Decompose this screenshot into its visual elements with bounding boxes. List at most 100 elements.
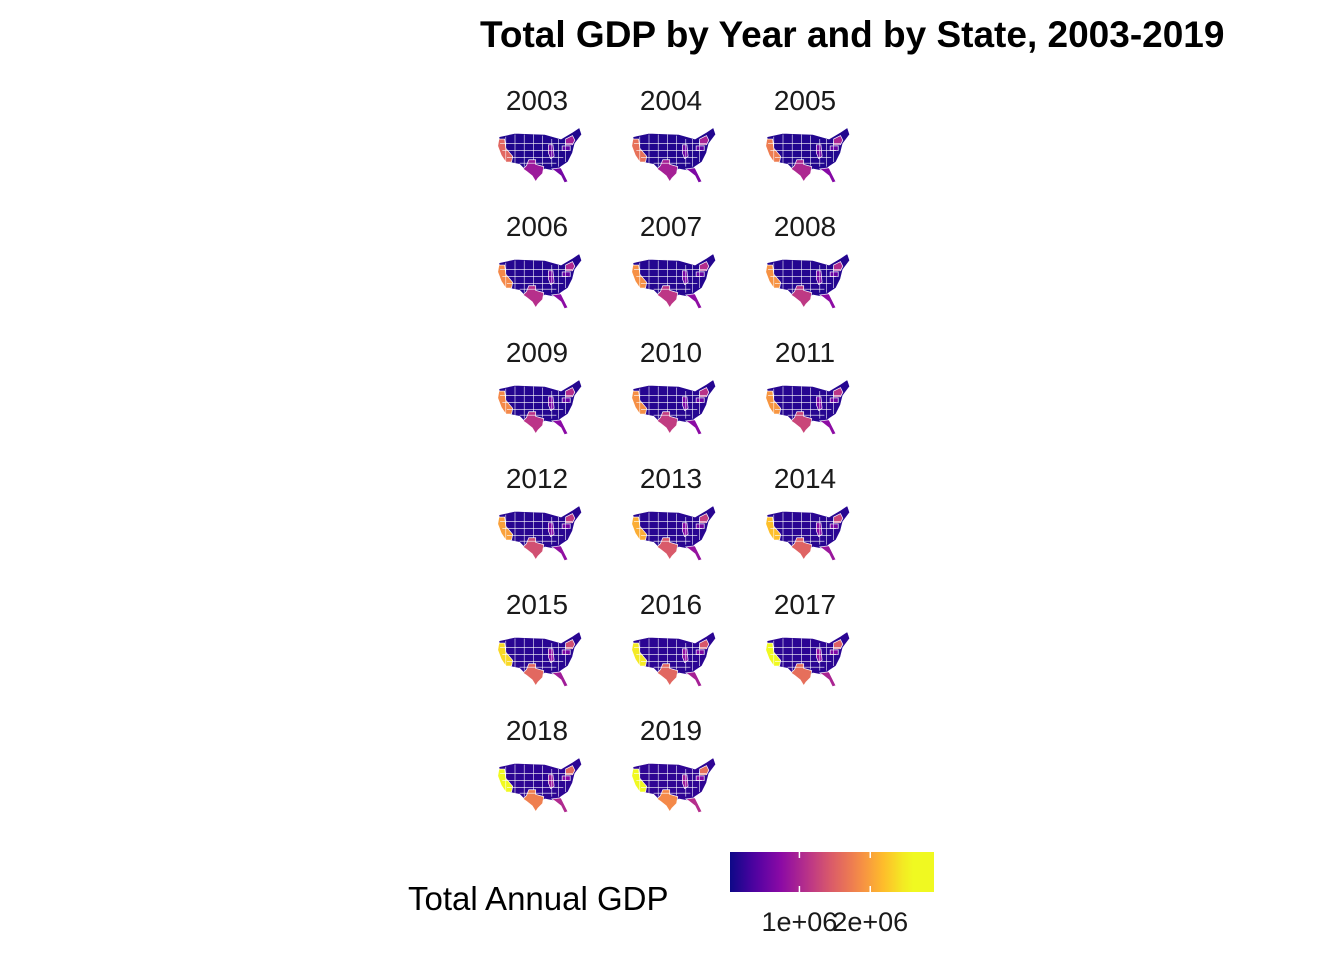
us-map [765, 379, 851, 435]
state-region-other [498, 379, 583, 429]
facet-panel: 2003 [470, 85, 604, 211]
us-map [631, 631, 717, 687]
us-map [497, 631, 583, 687]
state-region-fl [684, 671, 703, 687]
us-map [497, 505, 583, 561]
state-region-tx [656, 663, 679, 687]
state-region-fl [684, 167, 703, 183]
facet-panel: 2014 [738, 463, 872, 589]
us-map [631, 505, 717, 561]
state-region-pa [829, 271, 839, 277]
state-region-pa [829, 649, 839, 655]
us-map [497, 253, 583, 309]
state-region-other [632, 757, 717, 807]
facet-panel: 2016 [604, 589, 738, 715]
legend-tick-label: 2e+06 [832, 907, 909, 937]
state-region-fl [818, 293, 837, 309]
us-map [765, 253, 851, 309]
state-region-other [498, 757, 583, 807]
state-region-tx [790, 411, 813, 435]
state-region-pa [695, 775, 705, 781]
state-region-tx [522, 789, 545, 813]
state-region-other [632, 127, 717, 177]
facet-year-label: 2014 [773, 463, 837, 494]
state-region-other [632, 379, 717, 429]
state-region-fl [818, 671, 837, 687]
facet-panel: 2009 [470, 337, 604, 463]
state-region-fl [550, 419, 569, 435]
us-map [497, 757, 583, 813]
state-region-other [498, 253, 583, 303]
state-region-other [498, 631, 583, 681]
state-region-other [766, 253, 851, 303]
state-region-tx [790, 663, 813, 687]
facet-year-label: 2016 [639, 589, 703, 620]
state-region-fl [550, 167, 569, 183]
legend-title: Total Annual GDP [408, 880, 669, 917]
state-region-other [498, 127, 583, 177]
us-map [631, 379, 717, 435]
state-region-tx [522, 159, 545, 183]
state-region-tx [522, 285, 545, 309]
state-region-other [766, 127, 851, 177]
state-region-tx [790, 537, 813, 561]
legend-gradient [730, 852, 934, 892]
facet-panel: 2004 [604, 85, 738, 211]
state-region-fl [550, 545, 569, 561]
state-region-fl [550, 797, 569, 813]
facet-year-label: 2007 [639, 211, 703, 242]
state-region-tx [790, 285, 813, 309]
state-region-fl [684, 419, 703, 435]
state-region-fl [684, 293, 703, 309]
facet-year-label: 2011 [774, 337, 836, 368]
facet-panel: 2018 [470, 715, 604, 841]
state-region-pa [561, 145, 571, 151]
facet-panel: 2013 [604, 463, 738, 589]
state-region-other [632, 505, 717, 555]
state-region-fl [684, 797, 703, 813]
us-map [497, 127, 583, 183]
state-region-fl [818, 419, 837, 435]
facet-panel: 2005 [738, 85, 872, 211]
state-region-pa [695, 523, 705, 529]
us-map [765, 127, 851, 183]
facet-panel: 2008 [738, 211, 872, 337]
state-region-tx [656, 537, 679, 561]
facet-panel: 2019 [604, 715, 738, 841]
state-region-fl [550, 671, 569, 687]
state-region-pa [695, 649, 705, 655]
facet-year-label: 2005 [773, 85, 837, 116]
state-region-other [766, 379, 851, 429]
state-region-tx [656, 789, 679, 813]
facet-panel: 2017 [738, 589, 872, 715]
facet-panel: 2011 [738, 337, 872, 463]
facet-year-label: 2003 [505, 85, 569, 116]
facet-year-label: 2015 [505, 589, 569, 620]
state-region-pa [829, 523, 839, 529]
facet-panel: 2006 [470, 211, 604, 337]
state-region-tx [656, 159, 679, 183]
facet-year-label: 2006 [505, 211, 569, 242]
state-region-tx [522, 537, 545, 561]
legend-tick-label: 1e+06 [761, 907, 838, 937]
us-map [765, 505, 851, 561]
facet-year-label: 2018 [505, 715, 569, 746]
state-region-pa [561, 649, 571, 655]
state-region-pa [561, 397, 571, 403]
state-region-fl [550, 293, 569, 309]
facet-year-label: 2008 [773, 211, 837, 242]
state-region-tx [522, 411, 545, 435]
state-region-pa [695, 145, 705, 151]
facet-year-label: 2010 [639, 337, 703, 368]
state-region-tx [656, 411, 679, 435]
facet-panel: 2010 [604, 337, 738, 463]
state-region-tx [522, 663, 545, 687]
facet-year-label: 2017 [773, 589, 837, 620]
state-region-pa [695, 397, 705, 403]
us-map [765, 631, 851, 687]
facet-year-label: 2012 [505, 463, 569, 494]
us-map [631, 127, 717, 183]
state-region-fl [818, 167, 837, 183]
color-legend-bar [730, 852, 934, 892]
chart-title: Total GDP by Year and by State, 2003-201… [480, 14, 1225, 55]
